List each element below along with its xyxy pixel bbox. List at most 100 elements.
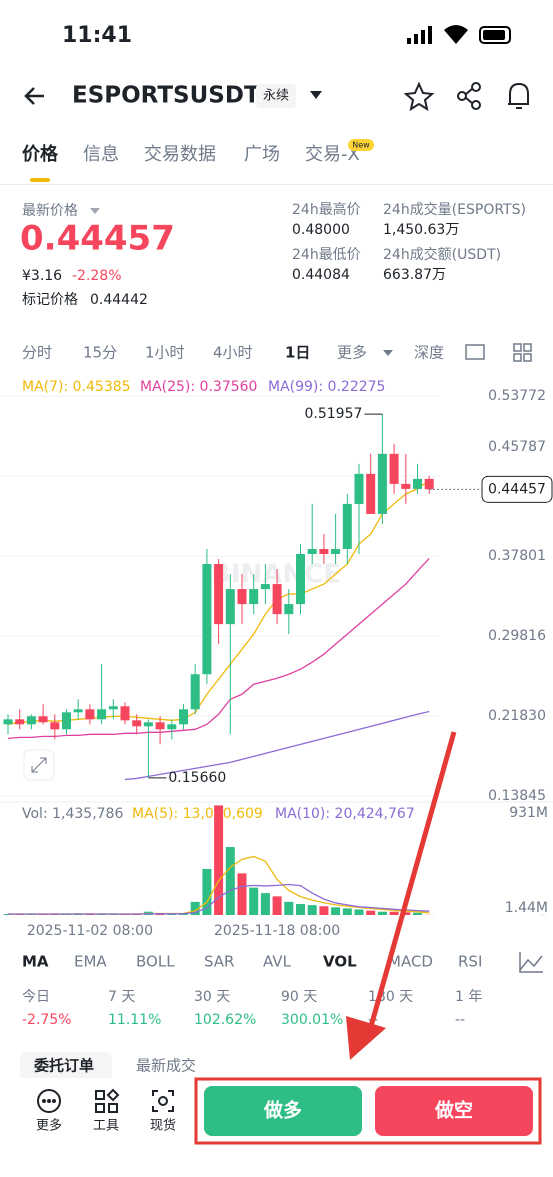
volume-bar xyxy=(413,912,422,915)
tab[interactable]: 交易-X xyxy=(305,144,360,165)
dropdown[interactable] xyxy=(310,91,322,99)
volume-bar xyxy=(214,805,224,915)
indicator[interactable]: AVL xyxy=(263,953,292,971)
candle-body xyxy=(401,483,411,489)
short-button[interactable] xyxy=(375,1086,533,1136)
tab[interactable]: 信息 xyxy=(83,144,119,165)
volume-bar xyxy=(260,893,270,915)
candle-body xyxy=(366,473,376,514)
stat-value: 663.87万 xyxy=(383,267,446,283)
long-label: 做多 xyxy=(263,1099,302,1122)
chart-settings-icons[interactable] xyxy=(465,343,532,362)
candle-body xyxy=(15,719,25,725)
perf-label: 今日 xyxy=(22,989,50,1005)
perf-value: 11.11% xyxy=(108,1012,161,1028)
perf-label: 7 天 xyxy=(108,989,135,1005)
indicator[interactable]: VOL xyxy=(323,953,357,971)
y-tick-label: 0.29816 xyxy=(488,628,546,644)
tab[interactable]: 价格 xyxy=(22,143,59,165)
symbol[interactable]: ESPORTSUSDT xyxy=(72,83,260,109)
indicator[interactable]: MA xyxy=(22,953,49,971)
perf-label: 90 天 xyxy=(281,989,317,1005)
candle-body xyxy=(108,706,118,710)
x-tick-label: 2025-11-18 08:00 xyxy=(214,923,340,939)
expand-icon xyxy=(31,757,47,773)
candle-body xyxy=(202,564,212,675)
y-tick-label: 0.45787 xyxy=(488,439,546,455)
volume-legend: MA(5): 13,030,609 xyxy=(132,806,263,822)
volume-bar xyxy=(401,912,411,915)
price-dropdown[interactable] xyxy=(90,208,100,214)
volume-tick-label: 1.44M xyxy=(505,900,548,916)
candle-body xyxy=(179,709,188,725)
order-tab-bg xyxy=(20,1052,112,1080)
perf-label: 180 天 xyxy=(368,989,413,1005)
candle-body xyxy=(26,716,36,725)
low-label: 0.15660 xyxy=(168,770,226,786)
perf-value: -- xyxy=(455,1012,465,1028)
tool-label[interactable]: 工具 xyxy=(93,1119,119,1134)
interval[interactable]: 15分 xyxy=(83,344,117,362)
stat-label: 24h成交额(USDT) xyxy=(383,246,501,263)
order-tab[interactable]: 委托订单 xyxy=(34,1057,94,1075)
volume-bar xyxy=(108,914,118,915)
candle-body xyxy=(225,589,235,625)
order-tab[interactable]: 最新成交 xyxy=(136,1057,196,1075)
candle-body xyxy=(424,478,434,490)
contract-tag: 永续 xyxy=(263,89,289,104)
notifications[interactable] xyxy=(508,82,529,109)
candle-body xyxy=(155,722,165,730)
tool-icons xyxy=(37,1088,174,1113)
x-tick-label: 2025-11-02 08:00 xyxy=(27,923,153,939)
candle-body xyxy=(132,720,142,727)
indicator[interactable]: SAR xyxy=(204,953,234,971)
candle-body xyxy=(307,548,317,555)
volume-bar xyxy=(155,913,165,915)
share[interactable] xyxy=(457,82,481,110)
tool-label[interactable]: 现货 xyxy=(150,1118,176,1134)
indicator[interactable]: RSI xyxy=(458,953,482,971)
tab-indicator xyxy=(30,178,50,182)
y-tick-label: 0.37801 xyxy=(488,548,546,564)
candle-body xyxy=(120,706,130,721)
more-dropdown[interactable] xyxy=(383,350,393,356)
indicator[interactable]: EMA xyxy=(74,953,107,971)
volume-bar xyxy=(249,887,259,915)
short-label: 做空 xyxy=(434,1099,473,1122)
price-label: 最新价格 xyxy=(22,203,78,219)
interval[interactable]: 4小时 xyxy=(213,344,253,362)
candle-body xyxy=(50,722,60,730)
volume-bar xyxy=(307,905,317,915)
back-button[interactable] xyxy=(24,87,44,105)
interval[interactable]: 分时 xyxy=(22,344,52,362)
candle-body xyxy=(73,709,83,713)
interval[interactable]: 更多 xyxy=(337,344,367,362)
volume-bar xyxy=(26,914,36,915)
interval[interactable]: 1日 xyxy=(285,344,310,362)
candle-body xyxy=(97,709,107,720)
volume-bar xyxy=(319,906,329,915)
candle-body xyxy=(62,712,71,730)
divider xyxy=(0,184,553,185)
new-badge-bg xyxy=(348,139,374,151)
tag-bg xyxy=(256,84,296,108)
indicator[interactable]: MACD xyxy=(388,953,433,971)
indicator[interactable]: BOLL xyxy=(136,953,175,971)
interval[interactable]: 深度 xyxy=(414,344,444,362)
volume-bar xyxy=(237,873,247,915)
tab[interactable]: 广场 xyxy=(244,144,280,165)
high-label: 0.51957 xyxy=(304,406,362,422)
status-icons xyxy=(407,25,511,44)
interval[interactable]: 1小时 xyxy=(145,344,185,362)
indicator-settings[interactable] xyxy=(519,952,543,973)
candle-body xyxy=(413,478,422,489)
long-button[interactable] xyxy=(204,1086,362,1136)
favorite[interactable] xyxy=(403,81,435,112)
tab[interactable]: 交易数据 xyxy=(144,144,216,165)
perf-value: -2.75% xyxy=(22,1012,72,1028)
candle-body xyxy=(342,503,352,549)
candle-body xyxy=(331,548,341,555)
stat-value: 0.44084 xyxy=(292,267,350,283)
tool-label[interactable]: 更多 xyxy=(36,1118,62,1134)
